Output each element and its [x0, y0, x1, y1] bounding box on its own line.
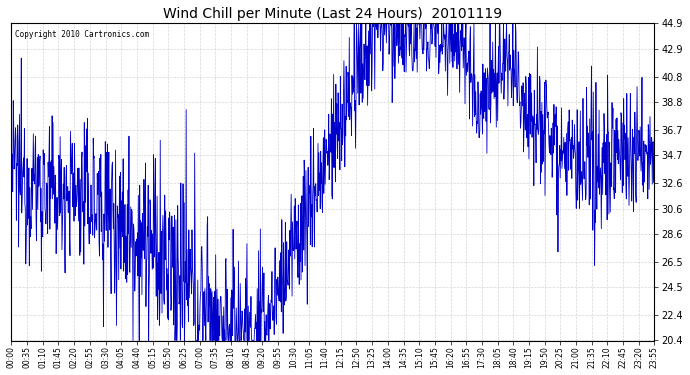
Text: Copyright 2010 Cartronics.com: Copyright 2010 Cartronics.com: [14, 30, 149, 39]
Title: Wind Chill per Minute (Last 24 Hours)  20101119: Wind Chill per Minute (Last 24 Hours) 20…: [164, 7, 502, 21]
